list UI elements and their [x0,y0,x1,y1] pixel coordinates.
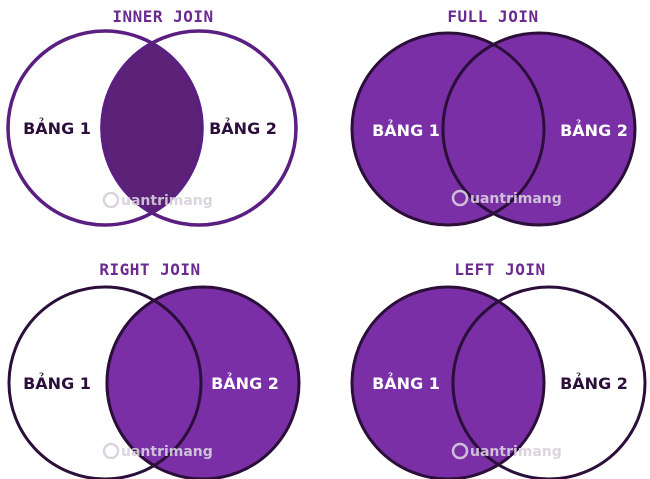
intersection-region [105,298,203,468]
watermark: uantrimang [102,442,213,460]
inner-join-title: INNER JOIN [112,7,213,26]
table1-label: BẢNG 1 [23,372,91,393]
left-join-diagram: LEFT JOIN BẢNG 1 BẢNG 2 uantrimang [350,260,647,479]
table1-label: BẢNG 1 [372,119,440,140]
table2-label: BẢNG 2 [560,119,628,140]
circle-q-logo-icon [102,442,120,460]
circle-q-logo-icon [451,189,469,207]
table1-label: BẢNG 1 [23,117,91,138]
watermark-text: uantrimang [470,191,562,207]
table1-label: BẢNG 1 [372,372,440,393]
watermark-text: uantrimang [470,444,562,460]
watermark-text: uantrimang [121,193,213,209]
full-join-title: FULL JOIN [447,7,538,26]
intersection-region [451,299,546,467]
circle-q-logo-icon [451,442,469,460]
table2-label: BẢNG 2 [211,372,279,393]
right-join-diagram: RIGHT JOIN BẢNG 1 BẢNG 2 uantrimang [7,260,301,479]
watermark: uantrimang [102,191,213,209]
watermark-text: uantrimang [121,444,213,460]
intersection-region [441,42,546,216]
full-join-diagram: FULL JOIN BẢNG 1 BẢNG 2 uantrimang [350,7,637,227]
table2-label: BẢNG 2 [209,117,277,138]
right-join-title: RIGHT JOIN [99,260,200,279]
left-join-title: LEFT JOIN [454,260,545,279]
table2-label: BẢNG 2 [560,372,628,393]
watermark: uantrimang [451,189,562,207]
watermark: uantrimang [451,442,562,460]
circle-q-logo-icon [102,191,120,209]
inner-join-diagram: INNER JOIN BẢNG 1 BẢNG 2 uantrimang [6,7,298,227]
intersection-region [100,41,204,215]
